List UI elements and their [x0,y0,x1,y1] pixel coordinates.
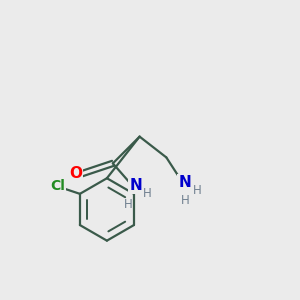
Text: N: N [130,178,142,193]
Text: Cl: Cl [50,179,65,194]
Text: H: H [124,199,133,212]
Text: H: H [181,194,189,207]
Text: H: H [193,184,202,196]
Text: H: H [143,187,152,200]
Text: O: O [69,166,82,181]
Text: N: N [179,175,191,190]
